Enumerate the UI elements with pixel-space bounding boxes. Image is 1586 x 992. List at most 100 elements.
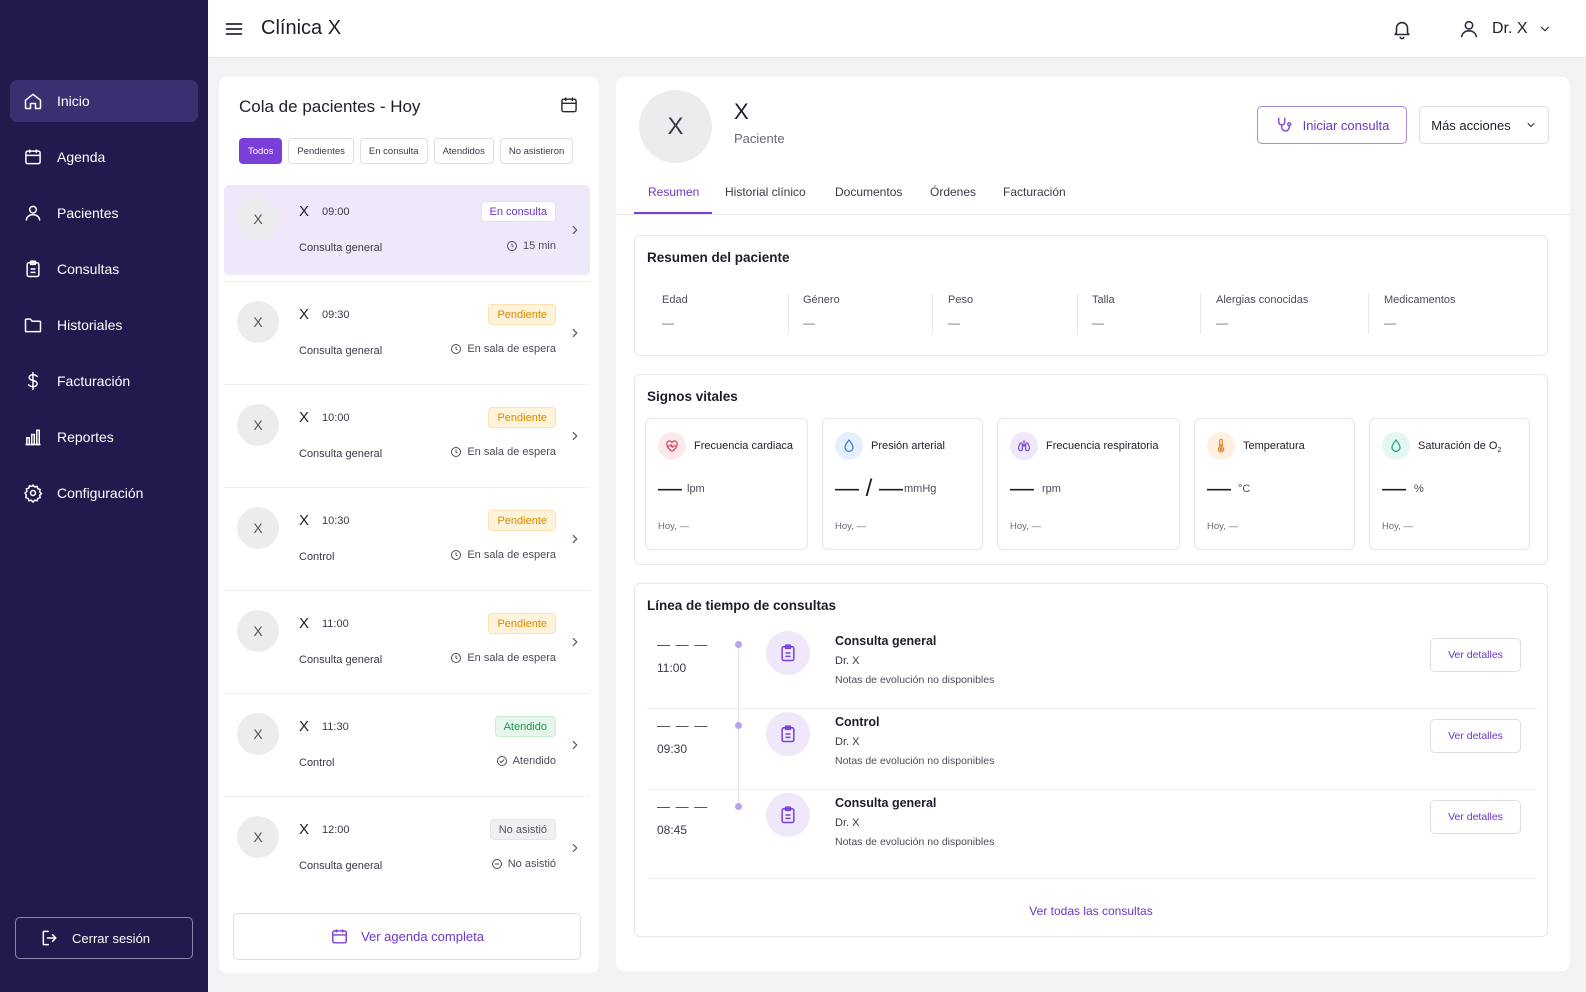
view-all-consultations-link[interactable]: Ver todas las consultas [1029,904,1153,918]
patient-role: Paciente [734,131,785,146]
vital-timestamp: Hoy, — [1382,521,1413,532]
sidebar-item-inicio[interactable]: Inicio [10,80,198,122]
status-detail: En sala de espera [450,652,556,664]
filter-en-consulta[interactable]: En consulta [359,138,428,164]
sidebar-item-agenda[interactable]: Agenda [10,136,198,178]
field-label: Edad [662,294,688,306]
view-full-agenda-button[interactable]: Ver agenda completa [233,913,581,960]
status-text: Atendido [512,755,556,767]
calendar-icon[interactable] [559,95,579,115]
tab-documentos[interactable]: Documentos [835,185,903,199]
view-details-button[interactable]: Ver detalles [1430,638,1521,672]
user-menu[interactable]: Dr. X [1458,15,1552,43]
sidebar-item-pacientes[interactable]: Pacientes [10,192,198,234]
divider [1077,294,1078,334]
chevron-down-icon [1540,26,1549,32]
vital-temperature: Temperatura — °C Hoy, — [1194,418,1355,550]
clipboard-icon [26,260,40,278]
sidebar-item-label: Inicio [57,93,90,109]
status-text: En sala de espera [467,343,556,355]
tab-resumen[interactable]: Resumen [648,185,700,199]
sidebar-item-historiales[interactable]: Historiales [10,304,198,346]
sidebar-item-facturacion[interactable]: Facturación [10,360,198,402]
timeline-item: — — — 08:45 Consulta general Dr. X Notas… [647,791,1537,879]
calendar-icon [332,929,348,944]
view-details-button[interactable]: Ver detalles [1430,800,1521,834]
vital-oxygen-saturation: Saturación de O2 — % Hoy, — [1369,418,1530,550]
avatar: X [237,610,279,652]
consultation-timeline-card: Línea de tiempo de consultas — — — 11:00… [634,583,1548,937]
queue-list: X X 09:00 Consulta general En consulta 1… [224,185,590,906]
sidebar-item-consultas[interactable]: Consultas [10,248,198,290]
clipboard-icon [766,712,810,756]
summary-field-peso: Peso — [948,294,973,330]
queue-item[interactable]: X X 11:30 Control Atendido Atendido [224,700,590,797]
clock-icon [506,241,517,251]
filter-pendientes[interactable]: Pendientes [288,138,354,164]
top-bar: Clínica X Dr. X [208,0,1586,58]
field-label: Peso [948,294,974,306]
vital-unit: lpm [687,483,705,495]
patient-name: X [734,99,749,124]
start-consultation-button[interactable]: Iniciar consulta [1257,106,1407,144]
queue-item[interactable]: X X 12:00 Consulta general No asistió No… [224,803,590,893]
tab-facturacion[interactable]: Facturación [1003,185,1066,199]
appointment-type: Consulta general [299,345,383,357]
tab-historial-clinico[interactable]: Historial clínico [725,185,806,199]
dollar-icon [27,371,38,391]
appointment-type: Control [299,757,335,769]
filter-atendidos[interactable]: Atendidos [433,138,494,164]
menu-icon[interactable] [224,19,244,39]
status-badge: Atendido [494,716,556,737]
avatar: X [237,198,279,240]
sidebar-item-label: Configuración [57,485,144,501]
appointment-time: 09:30 [322,309,350,321]
sidebar-item-configuracion[interactable]: Configuración [10,472,198,514]
filter-todos[interactable]: Todos [239,138,283,164]
patient-detail-panel: X X Paciente Iniciar consulta Más accion… [616,77,1570,971]
queue-item[interactable]: X X 10:30 Control Pendiente En sala de e… [224,494,590,591]
status-detail: No asistió [491,858,556,870]
logout-button[interactable]: Cerrar sesión [15,917,193,959]
filter-no-asistieron[interactable]: No asistieron [499,138,574,164]
drop-icon [835,432,863,460]
field-label: Género [803,294,840,306]
status-detail: En sala de espera [450,549,556,561]
more-actions-label: Más acciones [1431,117,1511,133]
sidebar-item-label: Agenda [57,149,106,165]
home-icon [24,93,42,110]
patient-name: X [299,512,310,529]
status-text: En sala de espera [467,652,556,664]
timeline-dot [735,803,742,810]
timeline-doctor: Dr. X [835,655,860,667]
vital-label: Frecuencia respiratoria [1046,440,1159,452]
status-badge: No asistió [489,819,556,840]
minus-circle-icon [491,859,502,869]
queue-item[interactable]: X X 10:00 Consulta general Pendiente En … [224,391,590,488]
folder-icon [24,318,42,333]
bell-icon[interactable] [1391,18,1413,40]
avatar: X [237,816,279,858]
clock-icon [451,653,462,663]
timeline-notes: Notas de evolución no disponibles [835,836,995,848]
logout-label: Cerrar sesión [72,930,151,946]
field-value: — [1216,316,1228,330]
avatar: X [237,301,279,343]
tab-ordenes[interactable]: Órdenes [930,185,977,199]
divider [1200,294,1201,334]
view-details-button[interactable]: Ver detalles [1430,719,1521,753]
field-value: — [1092,316,1104,330]
queue-item[interactable]: X X 09:30 Consulta general Pendiente En … [224,288,590,385]
patient-name: X [299,718,310,735]
summary-field-medicamentos: Medicamentos — [1384,294,1456,330]
status-badge: Pendiente [488,407,556,428]
more-actions-button[interactable]: Más acciones [1419,106,1549,144]
queue-item[interactable]: X X 11:00 Consulta general Pendiente En … [224,597,590,694]
timeline-time: 11:00 [657,661,687,675]
chevron-right-icon [572,534,578,544]
queue-item[interactable]: X X 09:00 Consulta general En consulta 1… [224,185,590,282]
sidebar-item-reportes[interactable]: Reportes [10,416,198,458]
vital-respiratory-rate: Frecuencia respiratoria — rpm Hoy, — [997,418,1180,550]
patient-name: X [299,409,310,426]
summary-field-talla: Talla — [1092,294,1115,330]
